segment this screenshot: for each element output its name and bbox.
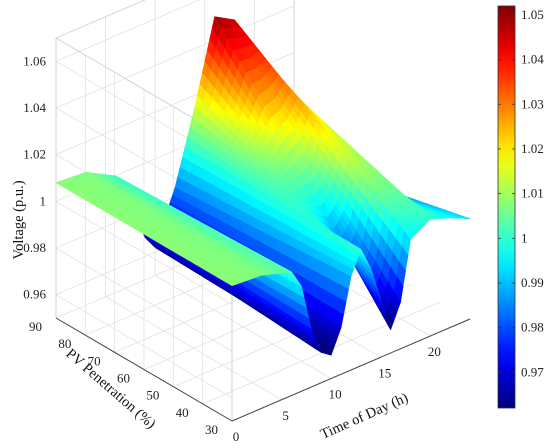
- wall-gridline: [55, 5, 295, 109]
- voltage-surface: [55, 16, 471, 356]
- wall-gridline: [55, 200, 233, 305]
- colorbar: 0.97 0.98 0.99 1 1.01 1.02 1.03 1.04 1.05: [497, 5, 544, 409]
- y-tick-label: 40: [176, 405, 189, 420]
- y-axis-line: [55, 317, 233, 422]
- x-axis-line: [231, 318, 471, 422]
- colorbar-tick-label: 1.04: [521, 52, 544, 67]
- colorbar-tick-label: 0.97: [521, 364, 544, 379]
- colorbar-tick-label: 1.05: [521, 7, 544, 22]
- z-tick-label: 1: [40, 193, 47, 208]
- x-tick-label: 0: [233, 429, 240, 444]
- wall-gridline: [55, 0, 201, 62]
- z-axis-label: Voltage (p.u.): [11, 180, 27, 259]
- colorbar-tick-label: 0.98: [521, 320, 544, 335]
- y-tick-label: 60: [117, 371, 130, 386]
- wall-gridline: [55, 247, 233, 352]
- surface-patch: [225, 280, 235, 286]
- y-tick-label: 80: [58, 336, 71, 351]
- z-tick-label: 1.02: [23, 147, 46, 162]
- x-tick-label: 15: [378, 365, 391, 380]
- colorbar-tick-label: 0.99: [521, 275, 544, 290]
- z-tick-label: 1.04: [23, 100, 46, 115]
- x-tick-label: 20: [428, 344, 441, 359]
- y-tick-label: 70: [88, 353, 101, 368]
- z-tick-label: 1.06: [23, 53, 46, 68]
- colorbar-tick-label: 1.03: [521, 96, 544, 111]
- z-tick-label: 0.96: [23, 287, 46, 302]
- z-tick-label: 0.98: [23, 240, 46, 255]
- box-edge: [55, 0, 146, 39]
- y-tick-label: 30: [205, 422, 218, 437]
- colorbar-fill: [497, 5, 516, 409]
- colorbar-tick-label: 1.02: [521, 141, 544, 156]
- axis-ticks: 0 5 10 15 20 30 40 50 60 70 80 90 0.96 0.98 1 1.02 1.04 1…: [23, 53, 441, 444]
- floor-gridline: [173, 284, 412, 388]
- x-tick-label: 5: [282, 408, 289, 423]
- y-tick-label: 90: [29, 319, 42, 334]
- colorbar-tick-label: 1.01: [521, 186, 544, 201]
- x-tick-label: 10: [329, 387, 342, 402]
- y-tick-label: 50: [146, 388, 159, 403]
- colorbar-tick-label: 1: [521, 230, 528, 245]
- wall-gridline: [55, 294, 233, 399]
- colorbar-ticks: 0.97 0.98 0.99 1 1.01 1.02 1.03 1.04 1.05: [498, 7, 544, 379]
